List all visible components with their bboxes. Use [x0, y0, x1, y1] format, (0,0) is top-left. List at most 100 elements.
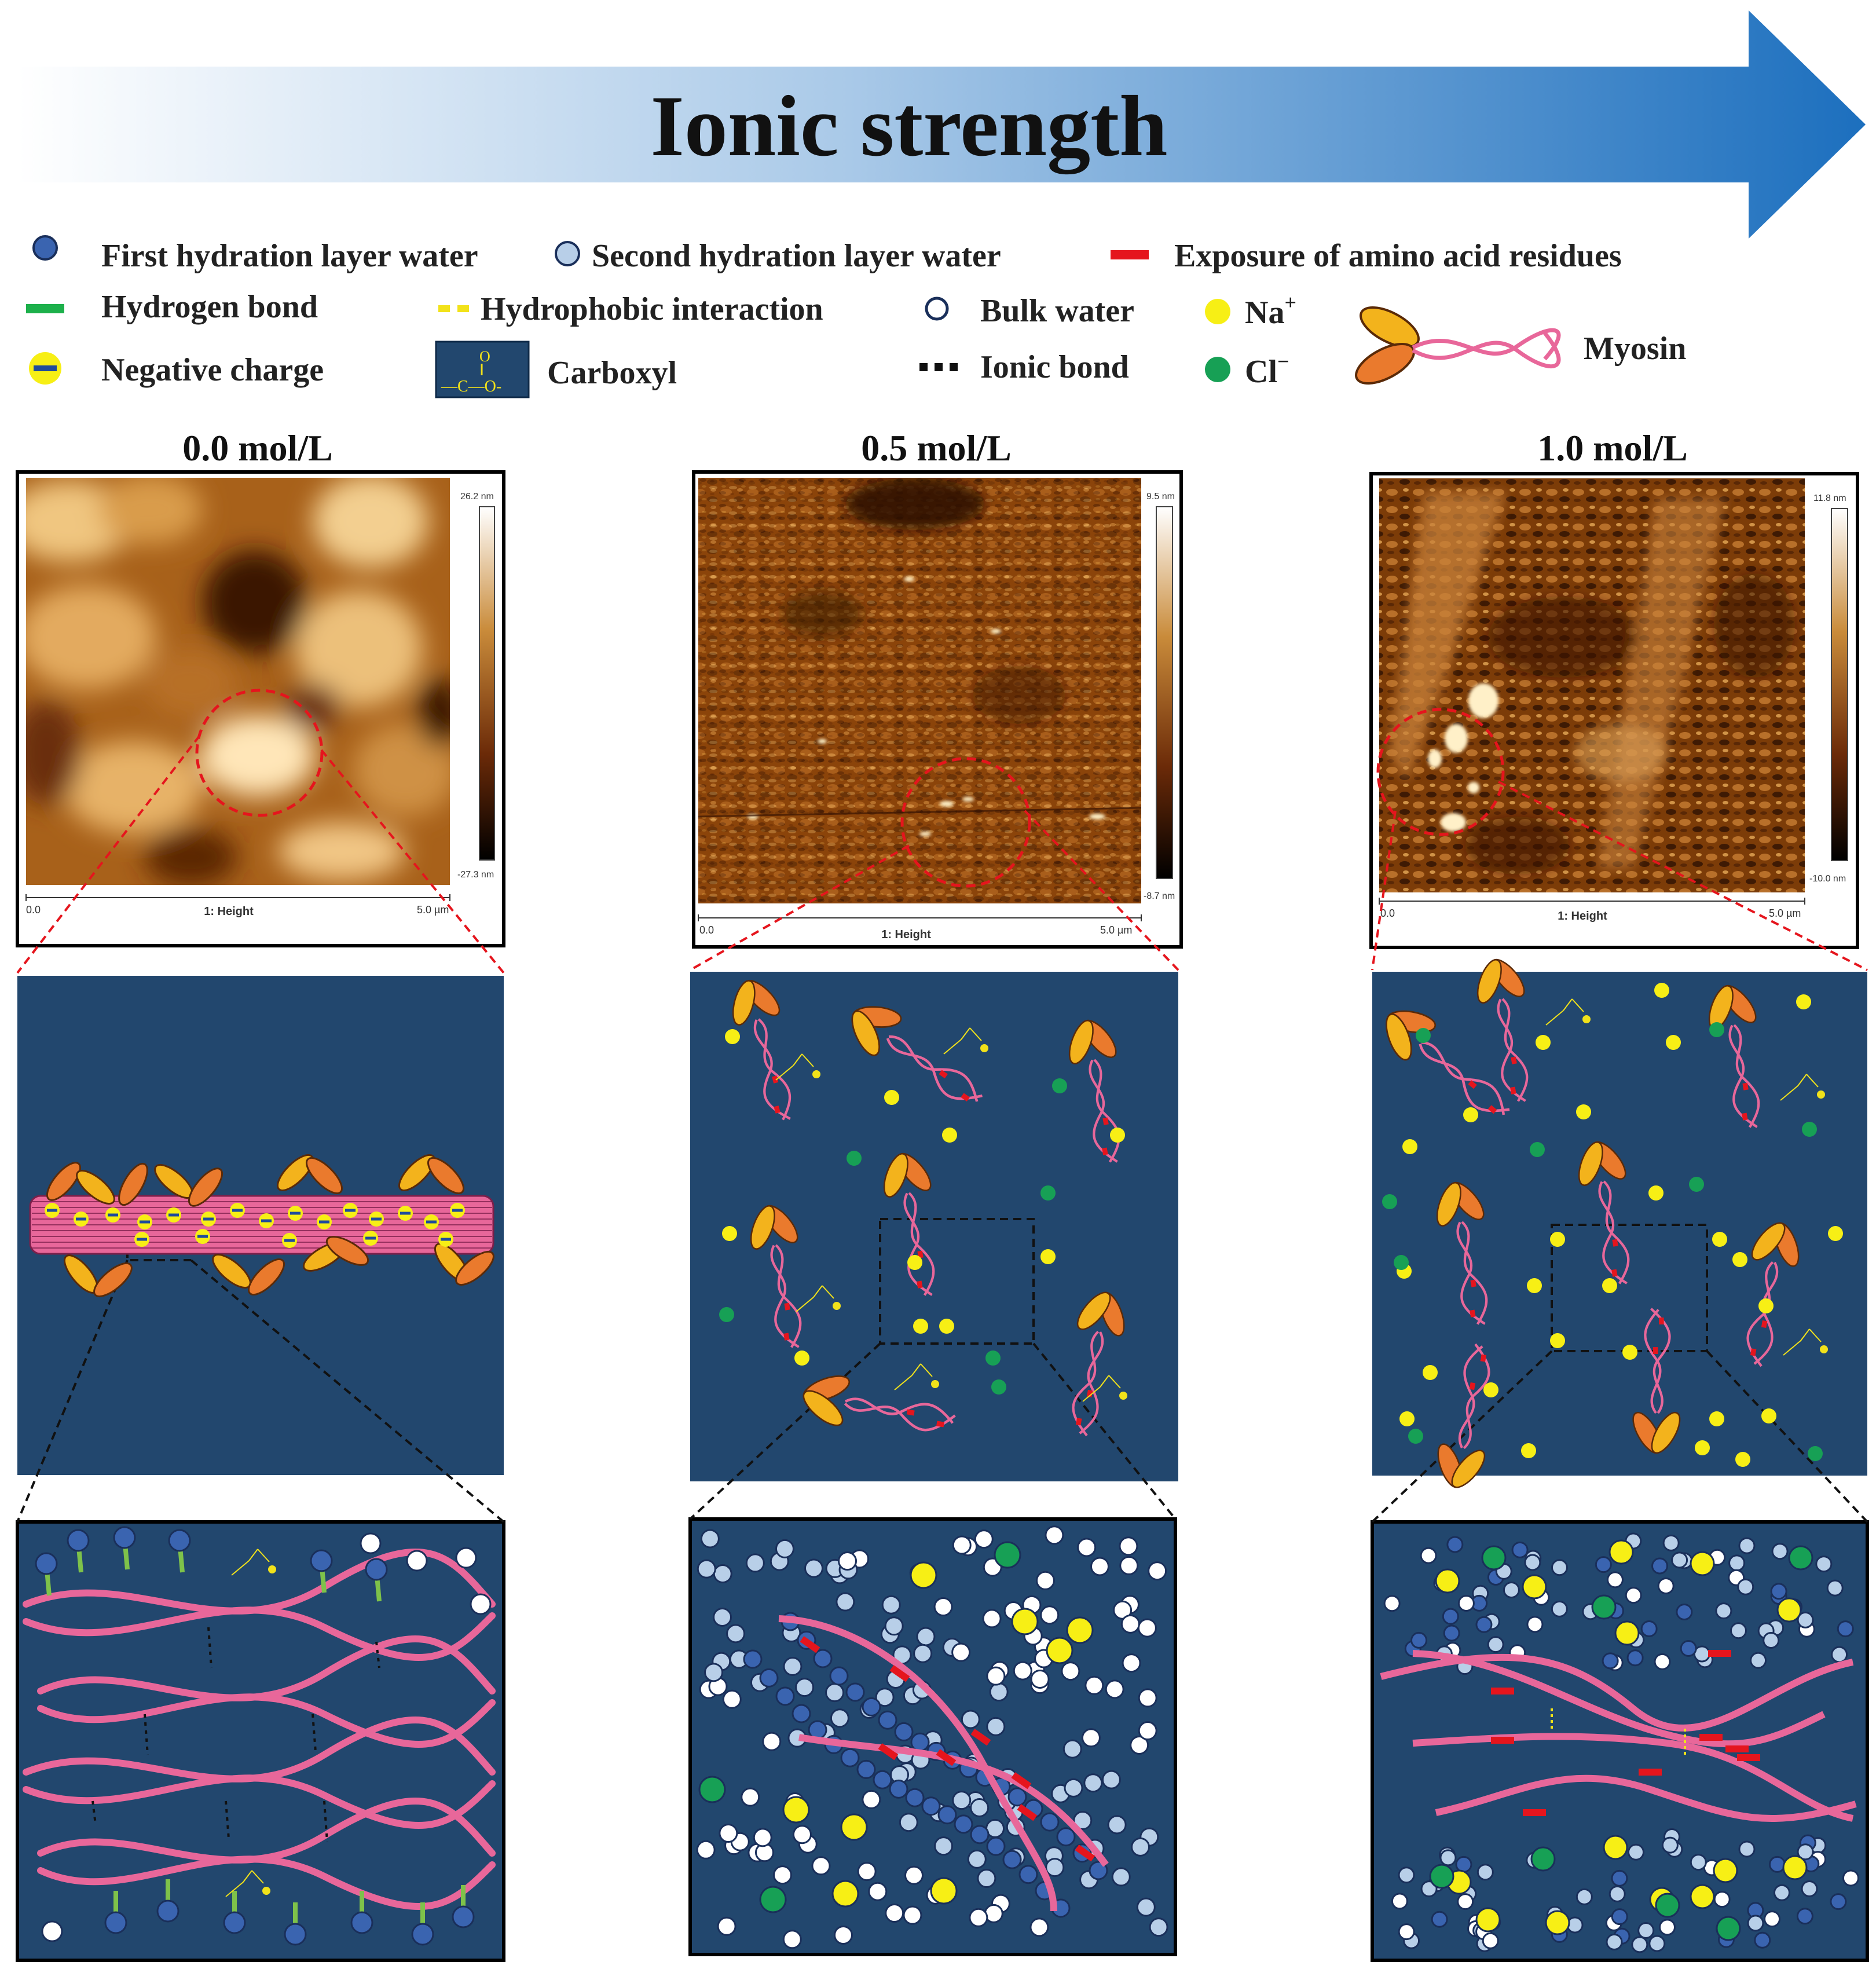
afm-0-axis-end: 5.0 µm	[417, 904, 449, 916]
na-ion	[1695, 1440, 1710, 1455]
first-hydration-water	[1002, 1850, 1022, 1869]
bulk-water	[1138, 1688, 1157, 1708]
second-hydration-water	[1062, 1739, 1082, 1759]
myosin-strand	[23, 1774, 496, 1829]
hydration-water	[1797, 1611, 1814, 1628]
myosin-molecule	[1437, 1343, 1490, 1488]
myosin-molecule	[1436, 1181, 1488, 1325]
negative-charge-bar	[441, 1238, 451, 1241]
first-hydration-water	[954, 1814, 973, 1834]
exposed-residue	[784, 1302, 790, 1311]
hydration-water	[1482, 1932, 1499, 1949]
negative-charge-bar	[284, 1239, 295, 1242]
legend-myosin: Myosin	[1584, 331, 1686, 367]
exposed-residue	[1011, 1772, 1032, 1789]
na-ion	[1399, 1411, 1415, 1426]
cl-ion	[991, 1379, 1006, 1395]
cl-ion	[1394, 1255, 1409, 1270]
na-ion	[1046, 1637, 1073, 1664]
na-ion	[1550, 1333, 1565, 1348]
carboxyl-bond	[225, 1882, 244, 1897]
hydration-water	[1690, 1854, 1707, 1871]
na-ion	[1712, 1232, 1727, 1247]
legend-hydrogen-bond: Hydrogen bond	[101, 289, 318, 325]
cl-ion	[759, 1886, 787, 1913]
na-ion	[1796, 994, 1811, 1009]
myosin-tail	[1456, 1221, 1486, 1325]
hydration-water	[1443, 1624, 1460, 1642]
na-ion	[831, 1880, 859, 1908]
second-hydration-water	[967, 1849, 987, 1869]
na-ion	[1735, 1452, 1750, 1467]
ionic-bond	[323, 1800, 328, 1842]
myosin-head	[1476, 959, 1502, 1004]
carboxyl-end	[833, 1302, 841, 1310]
second-hydration-water	[836, 1592, 855, 1612]
bulk-water	[1130, 1735, 1149, 1755]
exposed-residue	[1742, 1082, 1749, 1090]
hydration-water	[1457, 1893, 1474, 1911]
cl-ion	[1052, 1078, 1067, 1093]
hydration-water	[1526, 1616, 1544, 1633]
na-ion	[910, 1561, 937, 1589]
bulk-water	[1120, 1614, 1140, 1634]
svg-text:—C—O-: —C—O-	[441, 378, 501, 396]
hydration-water	[1738, 1840, 1756, 1858]
first-hydration-water	[921, 1796, 941, 1816]
second-hydration-water	[830, 1708, 849, 1728]
na-ion	[782, 1796, 810, 1824]
hydration-water	[1420, 1547, 1437, 1564]
bulk-water	[1090, 1557, 1109, 1576]
first-hydration-water	[775, 1686, 795, 1706]
hydration-water	[1606, 1571, 1624, 1589]
carboxyl-end	[1119, 1392, 1127, 1400]
myosin-molecule	[851, 1006, 983, 1102]
myosin-strand	[798, 1734, 1109, 1867]
hydration-water	[1611, 1908, 1628, 1926]
carboxyl-group	[775, 1053, 820, 1081]
cl-ion	[847, 1151, 862, 1166]
first-hydration-water	[1018, 1865, 1038, 1884]
bulk-water	[772, 1865, 792, 1885]
myosin-molecule	[1072, 1291, 1125, 1437]
myosin-head	[398, 1154, 435, 1191]
bulk-water	[1138, 1721, 1157, 1741]
na-ion	[1758, 1298, 1774, 1313]
legend-cl: Cl−	[1245, 350, 1289, 390]
carboxyl-group	[1780, 1074, 1825, 1101]
exposed-residue	[961, 1093, 970, 1101]
bulk-water	[1030, 1669, 1050, 1689]
na-ion	[1110, 1128, 1125, 1143]
carboxyl-group	[796, 1285, 841, 1312]
na-ion	[1828, 1226, 1843, 1241]
first-hydration-water	[986, 1836, 1006, 1856]
bulk-water	[470, 1593, 492, 1615]
na-ion	[1761, 1408, 1776, 1423]
na-ion	[1545, 1910, 1570, 1935]
exposed-residue	[1102, 1147, 1108, 1155]
myosin-head	[1651, 1411, 1681, 1454]
second-hydration-water	[1083, 1773, 1103, 1793]
myosin-head	[1386, 1013, 1412, 1061]
second-hydration-water	[1107, 1815, 1127, 1835]
myosin-head	[732, 980, 756, 1026]
carboxyl-end	[812, 1070, 820, 1078]
second-hydration-water	[1045, 1858, 1065, 1877]
cl-ion	[698, 1776, 726, 1803]
na-ion	[1040, 1249, 1056, 1264]
second-hydration-water	[700, 1529, 720, 1549]
second-hydration-water	[881, 1595, 901, 1615]
myosin-head	[188, 1168, 223, 1207]
detail-2-content	[1380, 1532, 1859, 1953]
exposed-residue	[970, 1729, 991, 1746]
myosin-strand	[37, 1798, 496, 1864]
second-hydration-water	[899, 1813, 918, 1832]
second-hydration-water	[977, 1869, 996, 1889]
legend-exposure: Exposure of amino acid residues	[1174, 238, 1622, 274]
second-hydration-water	[1149, 1917, 1168, 1937]
negative-charge-bar	[47, 1209, 57, 1212]
myosin-strand	[37, 1855, 496, 1911]
bulk-water	[982, 1609, 1002, 1628]
hydration-water	[1475, 1616, 1493, 1633]
